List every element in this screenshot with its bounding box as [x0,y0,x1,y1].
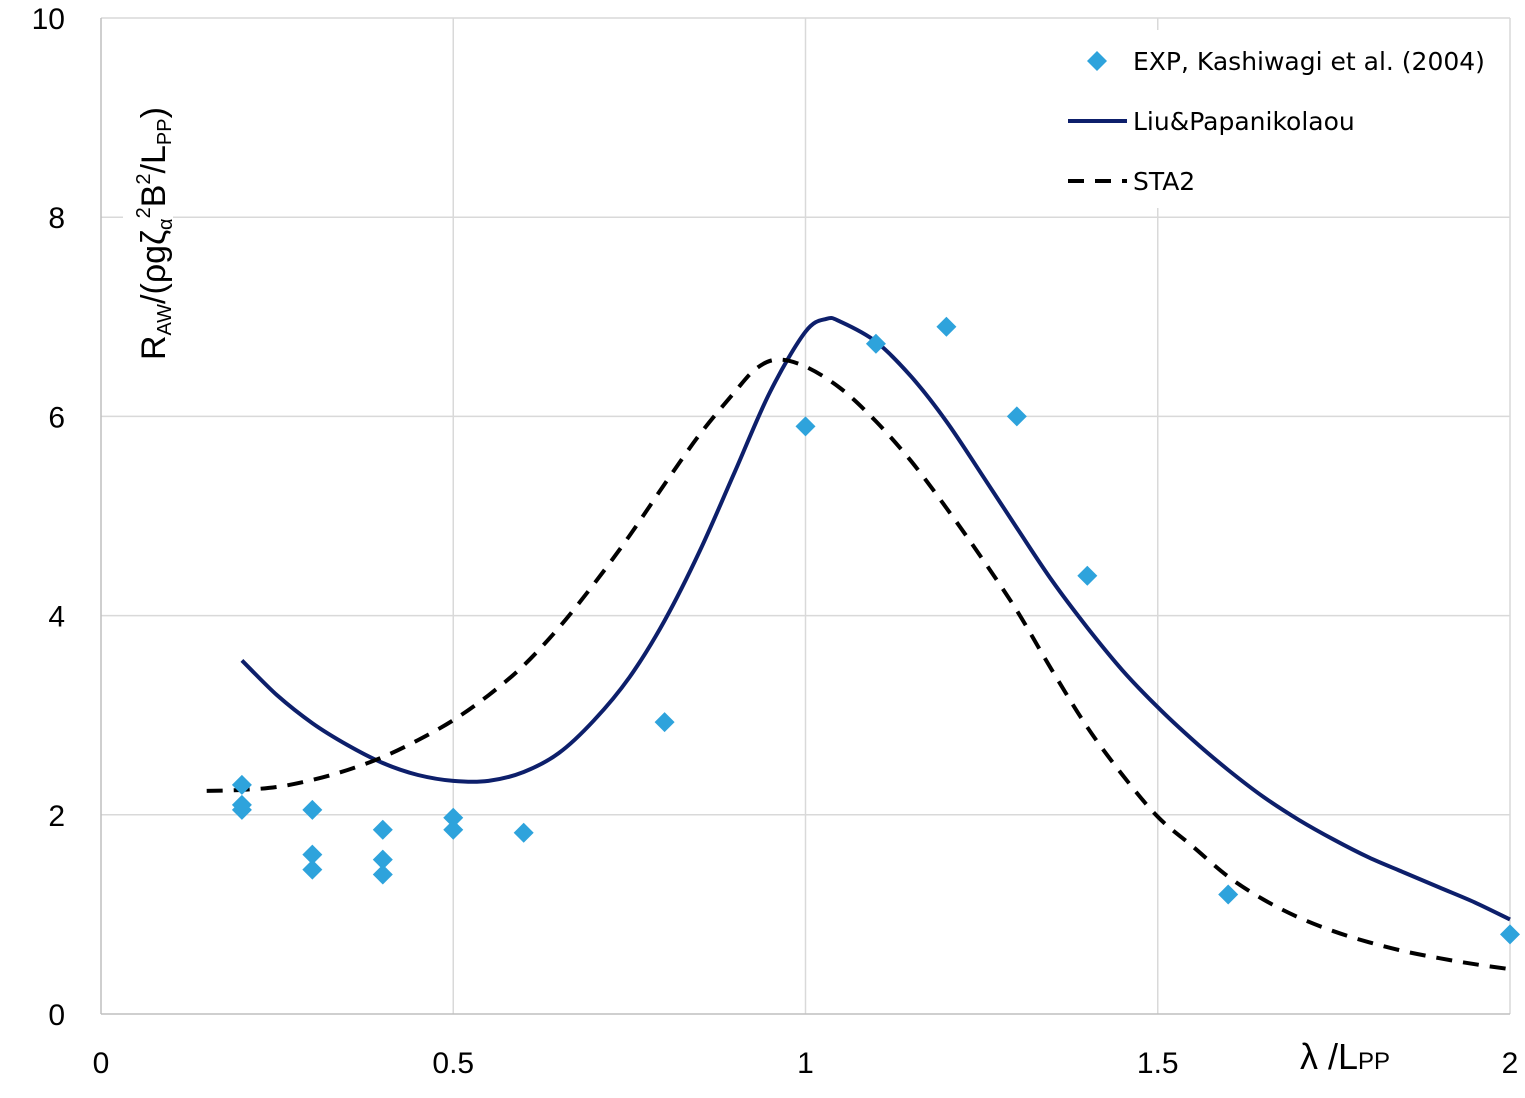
y-title-sup-2: 2 [133,173,155,184]
y-title-r: R [135,335,173,360]
y-tick-label: 10 [32,3,65,36]
x-axis-title-text: λ /LPP [1300,1036,1390,1077]
axes [100,18,1510,1015]
data-point [1077,565,1098,586]
tick-labels: 0 2 4 6 8 10 0 0.5 1 1.5 2 [32,3,1519,1080]
y-title-close: ) [135,107,173,118]
data-point [231,799,252,820]
data-point [372,864,393,885]
data-point [1218,884,1239,905]
legend-marker-diamond [1087,51,1107,71]
x-tick-label: 2 [1502,1047,1519,1080]
data-point [443,807,464,828]
data-point [443,819,464,840]
y-axis-title: RAW/(ρgζα2B2/LPP) [123,64,177,366]
data-point [372,849,393,870]
y-title-sub-alpha: α [155,218,177,230]
y-axis-title-text: RAW/(ρgζα2B2/LPP) [133,107,177,360]
data-point [1006,406,1027,427]
x-tick-label: 0 [93,1047,110,1080]
data-point [302,859,323,880]
y-tick-label: 4 [48,601,65,634]
legend-box [1058,30,1504,208]
series-line-liu-papanikolaou [240,316,1511,922]
y-title-mid: /(ρgζ [135,230,173,304]
x-axis-title: λ /LPP [1300,1036,1390,1077]
data-point [795,416,816,437]
legend-label: STA2 [1133,167,1195,196]
data-point [302,799,323,820]
data-point [865,333,886,354]
y-title-sub-pp: PP [154,118,176,145]
data-point [1500,924,1520,945]
data-series [206,316,1520,972]
x-title-main: λ /L [1300,1036,1358,1077]
y-title-slash-l: /L [135,145,173,173]
y-title-b: B [135,185,173,208]
x-tick-label: 1 [797,1047,814,1080]
series-line-sta2 [206,357,1511,972]
y-axis-title-backdrop [123,64,173,366]
data-point [372,819,393,840]
y-tick-label: 8 [48,202,65,235]
data-point [936,316,957,337]
legend-label: EXP, Kashiwagi et al. (2004) [1133,47,1485,76]
data-point [513,822,534,843]
x-tick-label: 0.5 [432,1047,474,1080]
y-title-sub-aw: AW [154,304,176,336]
x-tick-label: 1.5 [1137,1047,1179,1080]
data-point [654,712,675,733]
y-tick-label: 2 [48,800,65,833]
x-title-sub: PP [1358,1048,1390,1075]
data-point [302,844,323,865]
y-title-sup-1: 2 [133,207,155,218]
legend: EXP, Kashiwagi et al. (2004) Liu&Papaniko… [1058,30,1504,208]
y-tick-label: 6 [48,401,65,434]
data-point [231,774,252,795]
y-tick-label: 0 [48,999,65,1032]
legend-label: Liu&Papanikolaou [1133,107,1355,136]
